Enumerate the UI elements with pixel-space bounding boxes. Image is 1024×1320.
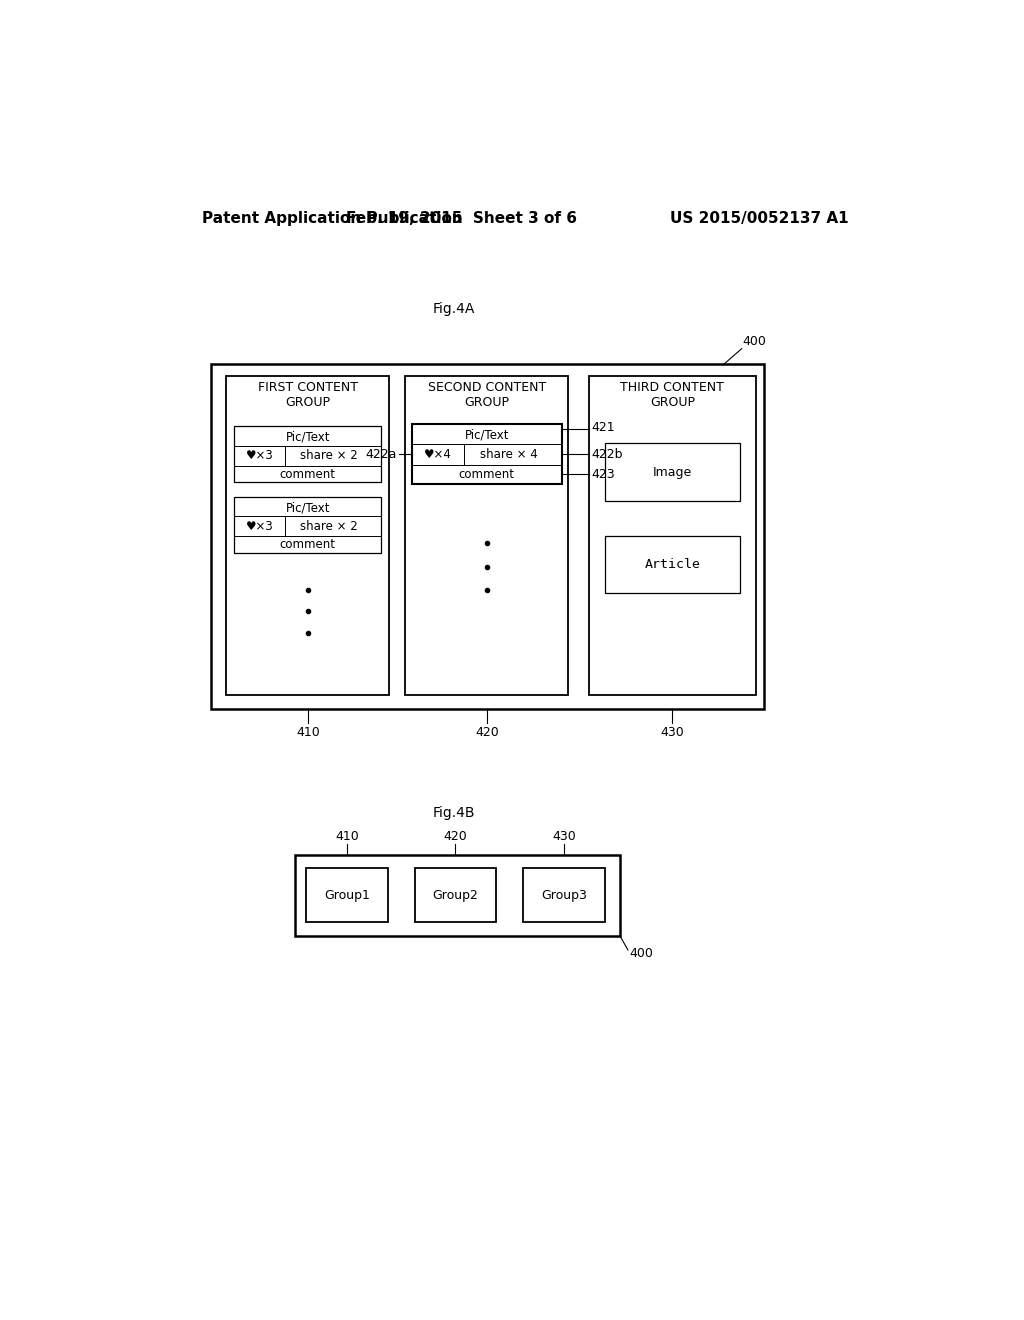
Text: comment: comment [280, 467, 336, 480]
Text: Group2: Group2 [432, 888, 478, 902]
Text: Article: Article [644, 558, 700, 572]
Bar [406, 376, 568, 696]
Text: 421: 421 [592, 421, 615, 434]
Text: ♥×4: ♥×4 [424, 447, 452, 461]
Text: share × 2: share × 2 [300, 520, 357, 533]
Text: comment: comment [280, 539, 336, 552]
Bar [211, 364, 764, 709]
Bar [234, 426, 381, 482]
Text: 430: 430 [552, 829, 575, 842]
Bar [306, 869, 388, 923]
Text: Image: Image [653, 466, 692, 479]
Bar [412, 424, 562, 484]
Text: share × 2: share × 2 [300, 449, 357, 462]
Text: 410: 410 [335, 829, 358, 842]
Bar [415, 869, 496, 923]
Text: THIRD CONTENT
GROUP: THIRD CONTENT GROUP [621, 380, 724, 409]
Bar [523, 869, 604, 923]
Text: comment: comment [459, 467, 515, 480]
Text: Patent Application Publication: Patent Application Publication [202, 211, 463, 226]
Text: Fig.4B: Fig.4B [432, 807, 475, 820]
Text: SECOND CONTENT
GROUP: SECOND CONTENT GROUP [428, 380, 546, 409]
Text: Pic/Text: Pic/Text [465, 428, 509, 441]
Bar [234, 498, 381, 553]
Text: Group3: Group3 [541, 888, 587, 902]
Bar [295, 855, 621, 936]
Text: Fig.4A: Fig.4A [432, 301, 475, 315]
Text: Group1: Group1 [324, 888, 370, 902]
Bar [226, 376, 389, 696]
Text: 423: 423 [592, 467, 615, 480]
Bar [604, 536, 740, 594]
Text: 422a: 422a [366, 447, 397, 461]
Bar [589, 376, 756, 696]
Text: FIRST CONTENT
GROUP: FIRST CONTENT GROUP [258, 380, 357, 409]
Text: Pic/Text: Pic/Text [286, 430, 330, 444]
Text: 430: 430 [660, 726, 684, 739]
Text: 400: 400 [630, 946, 653, 960]
Text: 420: 420 [475, 726, 499, 739]
Text: share × 4: share × 4 [479, 447, 538, 461]
Text: ♥×3: ♥×3 [246, 520, 273, 533]
Text: US 2015/0052137 A1: US 2015/0052137 A1 [670, 211, 849, 226]
Text: Pic/Text: Pic/Text [286, 502, 330, 515]
Bar [604, 444, 740, 502]
Text: 400: 400 [742, 335, 766, 348]
Text: Feb. 19, 2015  Sheet 3 of 6: Feb. 19, 2015 Sheet 3 of 6 [346, 211, 577, 226]
Text: ♥×3: ♥×3 [246, 449, 273, 462]
Text: 420: 420 [443, 829, 467, 842]
Text: 410: 410 [296, 726, 319, 739]
Text: 422b: 422b [592, 447, 623, 461]
